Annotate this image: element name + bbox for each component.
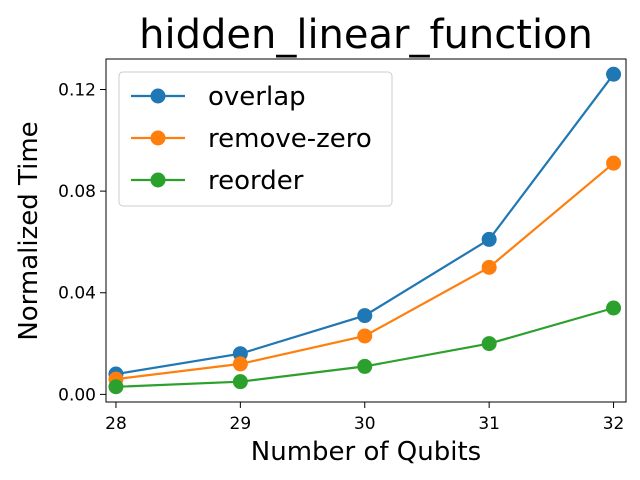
legend-label: overlap xyxy=(208,82,306,112)
data-point-reorder xyxy=(357,358,373,374)
y-tick-label: 0.00 xyxy=(58,385,96,405)
legend-label: reorder xyxy=(208,166,304,196)
data-point-remove-zero xyxy=(606,155,622,171)
data-point-reorder xyxy=(232,374,248,390)
y-axis-label: Normalized Time xyxy=(14,121,44,340)
data-point-overlap xyxy=(481,231,497,247)
data-point-overlap xyxy=(357,308,373,324)
legend-swatch-marker xyxy=(150,172,166,188)
data-point-reorder xyxy=(108,379,124,395)
x-axis-label: Number of Qubits xyxy=(251,437,481,467)
y-tick-label: 0.12 xyxy=(58,80,96,100)
x-tick-label: 30 xyxy=(354,414,376,434)
chart-title: hidden_linear_function xyxy=(139,12,593,58)
legend-swatch-marker xyxy=(150,88,166,104)
plot-area xyxy=(108,66,622,395)
data-point-remove-zero xyxy=(357,328,373,344)
y-axis: 0.00 0.04 0.08 0.12 xyxy=(58,80,106,405)
data-point-remove-zero xyxy=(232,356,248,372)
axes-frame xyxy=(105,58,627,403)
data-point-reorder xyxy=(481,336,497,352)
legend: overlap remove-zero reorder xyxy=(118,71,393,207)
legend-swatch-marker xyxy=(150,130,166,146)
legend-box xyxy=(118,71,393,207)
y-tick-label: 0.08 xyxy=(58,182,96,202)
x-tick-label: 32 xyxy=(603,414,625,434)
x-tick-label: 28 xyxy=(105,414,127,434)
y-tick-label: 0.04 xyxy=(58,284,96,304)
x-axis: 28 29 30 31 32 xyxy=(105,402,624,434)
x-tick-label: 29 xyxy=(230,414,252,434)
legend-label: remove-zero xyxy=(208,124,372,154)
data-point-reorder xyxy=(606,300,622,316)
x-tick-label: 31 xyxy=(478,414,500,434)
data-point-remove-zero xyxy=(481,259,497,275)
data-point-overlap xyxy=(606,66,622,82)
